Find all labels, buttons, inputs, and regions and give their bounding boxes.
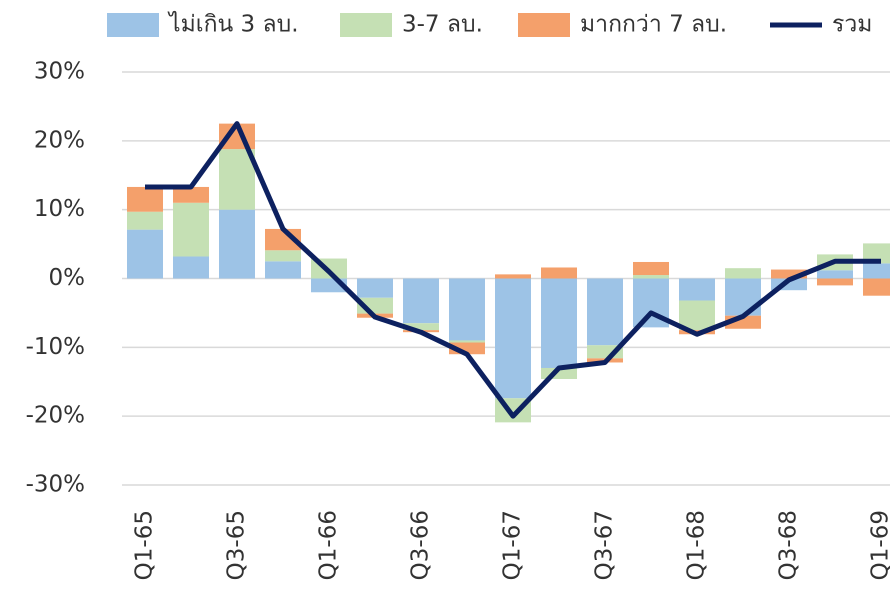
y-tick-label: 30% bbox=[34, 59, 85, 85]
bar bbox=[265, 261, 301, 279]
bar bbox=[541, 278, 577, 368]
bar bbox=[863, 243, 890, 264]
x-tick-label: Q1-66 bbox=[316, 510, 342, 580]
bar bbox=[127, 229, 163, 279]
bar bbox=[771, 278, 807, 291]
bar bbox=[817, 278, 853, 286]
bar bbox=[127, 186, 163, 212]
bar bbox=[817, 270, 853, 279]
bar bbox=[679, 278, 715, 301]
bar bbox=[219, 149, 255, 210]
line-series bbox=[145, 121, 881, 419]
bar bbox=[863, 278, 890, 296]
legend-label: รวม bbox=[832, 12, 872, 38]
bar bbox=[357, 278, 393, 298]
bar bbox=[725, 268, 761, 279]
bar bbox=[127, 211, 163, 230]
bar bbox=[449, 342, 485, 355]
y-tick-label: 20% bbox=[34, 127, 85, 153]
bar bbox=[863, 263, 890, 279]
x-tick-label: Q1-68 bbox=[684, 510, 710, 580]
bar bbox=[265, 250, 301, 262]
y-tick-label: -30% bbox=[26, 472, 85, 498]
bar bbox=[403, 278, 439, 324]
bar bbox=[495, 274, 531, 279]
x-tick-label: Q1-67 bbox=[500, 510, 526, 580]
bar bbox=[495, 278, 531, 399]
bar bbox=[219, 209, 255, 279]
y-tick-label: -10% bbox=[26, 334, 85, 360]
x-tick-label: Q1-65 bbox=[132, 510, 158, 580]
bar bbox=[771, 269, 807, 279]
bar bbox=[679, 300, 715, 331]
bar bbox=[541, 267, 577, 279]
y-tick-label: -20% bbox=[26, 403, 85, 429]
bar bbox=[403, 323, 439, 331]
bar bbox=[449, 278, 485, 341]
x-tick-label: Q1-69 bbox=[868, 510, 890, 580]
legend-label: มากกว่า 7 ลบ. bbox=[580, 12, 727, 38]
legend-label: 3-7 ลบ. bbox=[402, 12, 483, 38]
legend-swatch bbox=[107, 13, 159, 37]
bar bbox=[633, 261, 669, 276]
x-tick-label: Q3-66 bbox=[408, 510, 434, 580]
legend-swatch bbox=[340, 13, 392, 37]
bar bbox=[541, 367, 577, 379]
bar bbox=[173, 202, 209, 257]
y-tick-label: 10% bbox=[34, 196, 85, 222]
x-tick-label: Q3-67 bbox=[592, 510, 618, 580]
x-tick-label: Q3-65 bbox=[224, 510, 250, 580]
bar bbox=[633, 275, 669, 279]
bar bbox=[725, 278, 761, 316]
x-tick-label: Q3-68 bbox=[776, 510, 802, 580]
y-tick-label: 0% bbox=[49, 265, 86, 291]
legend-label: ไม่เกิน 3 ลบ. bbox=[167, 11, 299, 38]
bar bbox=[587, 278, 623, 346]
bar bbox=[173, 256, 209, 279]
bar bbox=[449, 340, 485, 343]
bar bbox=[173, 186, 209, 203]
legend-swatch bbox=[518, 13, 570, 37]
